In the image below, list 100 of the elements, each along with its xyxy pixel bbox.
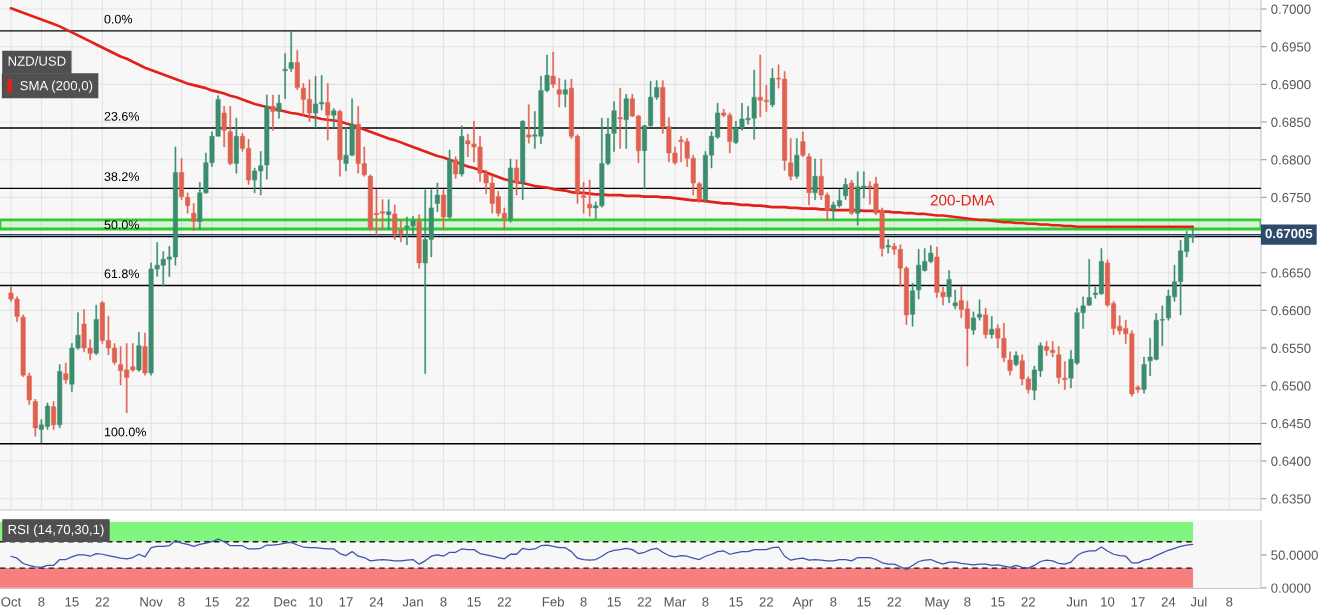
x-tick-label: 24	[369, 597, 384, 607]
x-tick-label: Mar	[664, 597, 687, 607]
line-series	[10, 538, 1194, 571]
y-tick-label: 0.6600	[1271, 305, 1311, 316]
candlestick	[453, 156, 459, 179]
candlestick	[550, 51, 556, 88]
x-tick-label: 8	[38, 597, 45, 607]
y-tick-label: 0.6750	[1271, 192, 1311, 203]
y-tick-label: 0.0000	[1271, 583, 1311, 593]
x-tick-label: Jan	[402, 597, 423, 607]
x-tick-label: Jul	[1190, 596, 1207, 607]
candlestick	[508, 158, 513, 223]
x-tick-label: 8	[964, 597, 971, 607]
x-tick-label: 15	[729, 597, 743, 607]
candlestick	[416, 214, 422, 269]
x-tick-label: 10	[309, 597, 323, 607]
candlestick	[1141, 356, 1147, 394]
x-tick-label: Oct	[1, 597, 22, 607]
x-tick-label: 22	[887, 597, 901, 607]
y-tick-label: 0.6400	[1271, 456, 1311, 466]
x-tick-label: 22	[95, 597, 110, 607]
y-tick-label: 0.6350	[1271, 494, 1311, 504]
x-tick-label: 22	[637, 597, 652, 607]
candlestick	[788, 138, 794, 181]
candlestick	[587, 179, 593, 217]
x-tick-label: 10	[1101, 597, 1115, 607]
candlestick	[952, 289, 958, 310]
candlestick	[325, 83, 331, 141]
annotation: 61.8%	[104, 269, 139, 279]
x-tick-label: Apr	[792, 597, 813, 610]
x-tick-label: 22	[759, 597, 774, 607]
candlestick	[191, 203, 197, 231]
x-tick-label: May	[925, 597, 950, 610]
candlestick	[227, 105, 233, 166]
candlestick	[526, 104, 532, 144]
chart-title: RSI (14,70,30,1)	[8, 524, 104, 537]
candlestick	[812, 158, 818, 200]
line-series	[9, 6, 1195, 229]
candlestick	[849, 179, 855, 215]
x-tick-label: 15	[607, 597, 621, 607]
candlestick	[51, 401, 57, 430]
text: NZD/USD	[8, 56, 66, 66]
candlestick	[617, 87, 623, 149]
candlestick	[1062, 361, 1068, 390]
candlestick	[221, 105, 227, 148]
x-tick-label: 24	[1161, 597, 1176, 607]
annotation: 100.0%	[104, 427, 146, 437]
candlestick	[885, 239, 891, 254]
candlestick	[386, 199, 392, 231]
y-tick-label: 0.6950	[1271, 42, 1311, 52]
candlestick	[142, 332, 148, 376]
y-tick-label: 0.6500	[1271, 381, 1311, 391]
x-tick-label: 15	[857, 597, 871, 607]
x-tick-label: 8	[830, 597, 837, 607]
candlestick	[1056, 346, 1062, 384]
x-tick-label: 15	[65, 597, 79, 607]
y-tick-label: 0.6450	[1271, 418, 1311, 429]
candlestick	[331, 108, 337, 129]
x-tick-label: Dec	[274, 597, 297, 607]
legend-label: SMA (200,0)	[20, 80, 93, 93]
x-tick-label: 22	[235, 597, 250, 607]
candlestick	[581, 182, 587, 214]
candlestick	[179, 157, 185, 200]
x-tick-label: 8	[702, 597, 709, 607]
candlestick	[32, 398, 38, 437]
x-tick-label: 8	[178, 597, 185, 607]
x-tick-label: 8	[1226, 597, 1233, 607]
y-tick-label: 0.6900	[1271, 79, 1311, 90]
candlestick	[136, 331, 142, 372]
candlestick	[93, 304, 99, 356]
x-tick-label: 15	[467, 597, 481, 607]
y-tick-label: 0.6650	[1271, 268, 1311, 278]
x-tick-label: 22	[1021, 597, 1035, 607]
x-tick-label: 8	[580, 597, 587, 607]
y-tick-label: 0.6800	[1271, 155, 1311, 165]
candlestick	[946, 270, 952, 304]
candlestick	[769, 68, 775, 108]
candlestick	[562, 79, 568, 108]
y-tick-label: 50.0000	[1271, 550, 1318, 560]
candlestick	[794, 138, 800, 179]
candlestick	[520, 120, 526, 200]
ref-line-label: 0.67005	[1265, 228, 1313, 239]
candlestick	[434, 182, 440, 212]
candlestick	[514, 159, 520, 196]
candlestick	[800, 131, 806, 157]
x-tick-label: 22	[497, 597, 512, 607]
candlestick	[556, 78, 562, 108]
candlestick	[57, 364, 63, 429]
x-tick-label: 17	[1131, 597, 1145, 607]
candlestick	[843, 178, 849, 200]
candlestick	[337, 109, 343, 177]
candlestick	[185, 192, 191, 214]
y-tick-label: 0.7000	[1271, 4, 1311, 14]
candlestick	[989, 316, 995, 339]
annotation: 0.0%	[104, 14, 133, 24]
x-tick-label: Nov	[140, 597, 163, 607]
x-tick-label: 15	[991, 597, 1005, 607]
candlestick	[447, 149, 453, 219]
x-tick-label: Feb	[542, 596, 564, 607]
x-tick-label: 15	[205, 597, 219, 607]
